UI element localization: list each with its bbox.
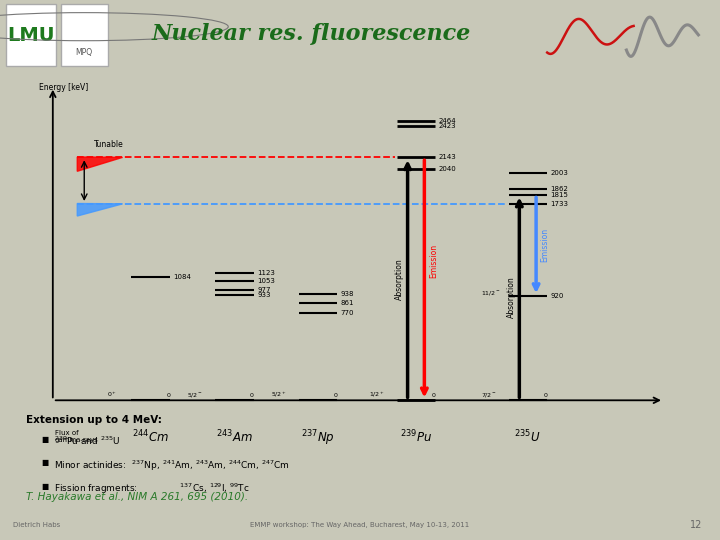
- Text: 1053: 1053: [257, 278, 275, 284]
- Text: 1123: 1123: [257, 270, 275, 276]
- Text: Nuclear res. fluorescence: Nuclear res. fluorescence: [151, 23, 470, 45]
- Text: $^{237}$Np: $^{237}$Np: [301, 428, 335, 448]
- Text: Tunable: Tunable: [94, 140, 124, 149]
- Text: 0: 0: [166, 393, 170, 398]
- Text: 977: 977: [257, 287, 271, 293]
- Polygon shape: [77, 204, 122, 216]
- Text: 0: 0: [432, 393, 436, 398]
- Text: 0$^+$: 0$^+$: [107, 390, 117, 399]
- Text: 1733: 1733: [550, 201, 568, 207]
- Text: 2040: 2040: [438, 166, 456, 172]
- Text: 1862: 1862: [550, 186, 568, 192]
- Text: 770: 770: [341, 310, 354, 316]
- Text: 7/2$^-$: 7/2$^-$: [480, 392, 497, 399]
- Text: ■: ■: [42, 458, 49, 467]
- Text: T. Hayakawa et al., NIM A 261, 695 (2010).: T. Hayakawa et al., NIM A 261, 695 (2010…: [26, 492, 248, 502]
- Text: Absorption: Absorption: [395, 258, 404, 300]
- Text: EMMP workshop: The Way Ahead, Bucharest, May 10-13, 2011: EMMP workshop: The Way Ahead, Bucharest,…: [251, 522, 469, 528]
- Text: $^{244}$Cm: $^{244}$Cm: [132, 429, 169, 445]
- Text: $^{235}$U: $^{235}$U: [515, 429, 541, 445]
- Text: 11/2$^-$: 11/2$^-$: [480, 289, 500, 297]
- Text: 5/2$^+$: 5/2$^+$: [271, 390, 287, 399]
- Text: 2143: 2143: [438, 154, 456, 160]
- Text: 0: 0: [334, 393, 338, 398]
- Text: 5/2$^-$: 5/2$^-$: [187, 392, 203, 399]
- Text: 2003: 2003: [550, 170, 568, 176]
- Text: Energy [keV]: Energy [keV]: [39, 83, 88, 92]
- Text: ■: ■: [42, 435, 49, 444]
- Text: 920: 920: [550, 293, 564, 299]
- Bar: [61, 4, 108, 66]
- Text: MPQ: MPQ: [76, 48, 93, 57]
- Text: Dietrich Habs: Dietrich Habs: [13, 522, 60, 528]
- Text: Fission fragments:               $^{137}$Cs, $^{129}$I, $^{99}$Tc: Fission fragments: $^{137}$Cs, $^{129}$I…: [54, 482, 250, 496]
- Text: 938: 938: [341, 291, 354, 297]
- Text: 2464: 2464: [438, 118, 456, 124]
- Text: Emission: Emission: [541, 228, 549, 262]
- Text: Emission: Emission: [429, 245, 438, 279]
- Text: Extension up to 4 MeV:: Extension up to 4 MeV:: [26, 415, 162, 424]
- Text: 12: 12: [690, 520, 702, 530]
- Text: 1/2$^+$: 1/2$^+$: [369, 390, 384, 399]
- Text: 2423: 2423: [438, 123, 456, 129]
- Text: 933: 933: [257, 292, 271, 298]
- Text: 0: 0: [250, 393, 254, 398]
- Polygon shape: [77, 157, 122, 171]
- Text: $^{239}$Pu and $^{235}$U: $^{239}$Pu and $^{235}$U: [54, 435, 120, 447]
- Text: Absorption: Absorption: [506, 276, 516, 318]
- Text: Flux of
gamma-rays: Flux of gamma-rays: [55, 430, 99, 443]
- Text: $^{239}$Pu: $^{239}$Pu: [400, 429, 432, 445]
- Text: $^{243}$Am: $^{243}$Am: [216, 429, 253, 445]
- Text: ■: ■: [42, 482, 49, 491]
- Text: LMU: LMU: [7, 25, 55, 45]
- Text: 1815: 1815: [550, 192, 568, 198]
- Bar: [6, 4, 56, 66]
- Text: 1084: 1084: [174, 274, 192, 280]
- Text: Minor actinides:  $^{237}$Np, $^{241}$Am, $^{243}$Am, $^{244}$Cm, $^{247}$Cm: Minor actinides: $^{237}$Np, $^{241}$Am,…: [54, 458, 289, 472]
- Text: 861: 861: [341, 300, 354, 306]
- Text: 0: 0: [544, 393, 547, 398]
